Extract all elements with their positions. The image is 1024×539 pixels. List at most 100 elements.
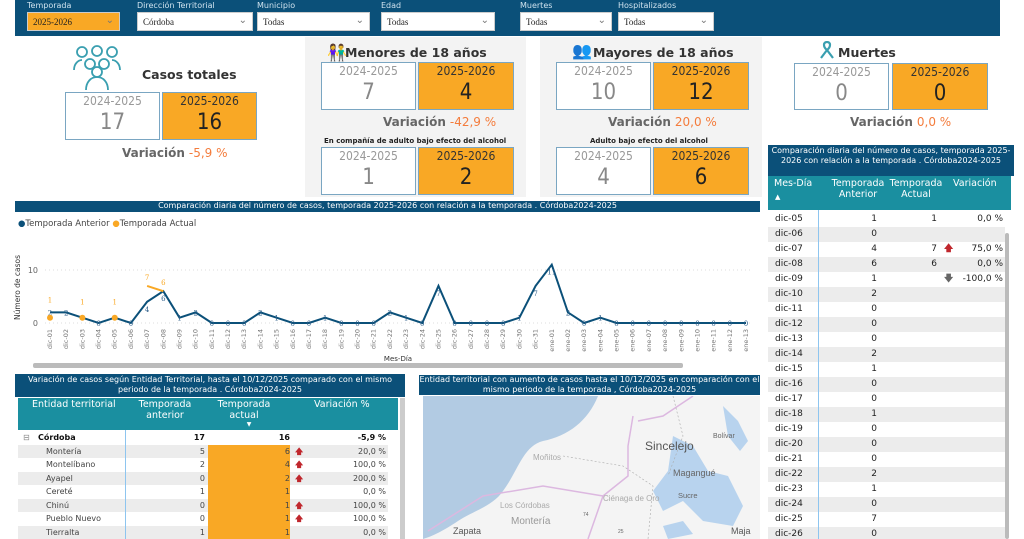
table-row[interactable]: dic-11 0: [768, 302, 1005, 317]
x-tick-label: ene-06: [629, 329, 637, 352]
x-tick-label: ene-01: [548, 329, 556, 352]
table-row[interactable]: Tierralta 1 1 0,0 %: [18, 525, 388, 539]
scrollbar[interactable]: [1005, 233, 1009, 539]
filter-label: Temporada: [27, 1, 72, 10]
header-temporada-anterior[interactable]: Temporada anterior: [138, 399, 192, 421]
data-label: 0: [420, 320, 424, 328]
header-variacion[interactable]: Variación: [953, 178, 997, 189]
header-entidad[interactable]: Entidad territorial: [32, 399, 116, 410]
cell-mes-dia: dic-19: [775, 424, 803, 434]
cell-variacion: 100,0 %: [352, 500, 386, 510]
arrow-down-icon: 🡇: [944, 274, 954, 284]
table-row[interactable]: dic-21 0: [768, 452, 1005, 467]
casos-prev-card: 2024-2025 17: [65, 92, 160, 140]
header-temporada-actual[interactable]: Temporada actual: [217, 399, 271, 421]
muertes-dropdown[interactable]: Todas ⌄: [520, 12, 612, 31]
table-row[interactable]: Cereté 1 1 0,0 %: [18, 485, 388, 499]
hospitalizados-dropdown[interactable]: Todas ⌄: [618, 12, 714, 31]
table-row[interactable]: Chinú 0 1 🡅 100,0 %: [18, 498, 388, 512]
edad-dropdown[interactable]: Todas ⌄: [381, 12, 495, 31]
table-row[interactable]: dic-14 2: [768, 347, 1005, 362]
table-row[interactable]: dic-22 2: [768, 467, 1005, 482]
highlight-bar: [208, 471, 290, 485]
highlight-bar: [208, 525, 290, 539]
table-row[interactable]: Montelíbano 2 4 🡅 100,0 %: [18, 458, 388, 472]
cell-anterior: 0: [871, 439, 877, 449]
data-label: 2: [388, 309, 392, 317]
table-row[interactable]: dic-26 0: [768, 527, 1005, 539]
x-tick-label: ene-13: [742, 329, 750, 352]
data-label: 1: [274, 315, 278, 323]
daily-table-title: Comparación diaria del número de casos, …: [768, 145, 1014, 176]
season-label: 2025-2026: [436, 64, 496, 78]
map-label: Magangué: [673, 468, 716, 478]
table-row[interactable]: dic-06 0: [768, 227, 1005, 242]
table-row[interactable]: ⊟ Córdoba 17 16 -5,9 %: [18, 431, 388, 445]
x-tick-label: dic-22: [386, 329, 394, 349]
collapse-icon[interactable]: ⊟: [23, 433, 30, 442]
table-row[interactable]: dic-13 0: [768, 332, 1005, 347]
table-row[interactable]: dic-07 4 7 🡅 75,0 %: [768, 242, 1005, 257]
cell-entidad: Cereté: [46, 487, 73, 496]
header-temporada-actual[interactable]: Temporada Actual: [889, 178, 943, 200]
daily-table-header: Mes-Día ▲ Temporada Anterior Temporada A…: [768, 176, 1011, 210]
data-label: 0: [485, 320, 489, 328]
cell-anterior: 0: [199, 473, 205, 483]
map-label: Zapata: [453, 526, 481, 536]
data-label: 0: [452, 320, 456, 328]
season-label: 2024-2025: [812, 65, 871, 79]
table-row[interactable]: dic-08 6 6 0,0 %: [768, 257, 1005, 272]
arrow-up-icon: 🡅: [295, 500, 304, 510]
data-label: 0: [226, 320, 230, 328]
x-tick-label: dic-10: [192, 329, 200, 349]
season-label: 2024-2025: [339, 64, 398, 78]
cell-variacion: 200,0 %: [352, 473, 386, 483]
header-temporada-anterior[interactable]: Temporada Anterior: [831, 178, 885, 200]
table-row[interactable]: Ayapel 0 2 🡅 200,0 %: [18, 471, 388, 485]
x-tick-label: dic-12: [224, 329, 232, 349]
municipio-dropdown[interactable]: Todas ⌄: [257, 12, 370, 31]
map[interactable]: Sincelejo Bolívar Moñitos Magangué Sucre…: [423, 396, 760, 539]
muertes-cur-card: 2025-2026 0: [892, 63, 988, 110]
table-row[interactable]: dic-12 0: [768, 317, 1005, 332]
table-row[interactable]: Montería 5 6 🡅 20,0 %: [18, 444, 388, 458]
header-mes-dia[interactable]: Mes-Día: [774, 178, 813, 189]
table-row[interactable]: dic-09 1 🡇 -100,0 %: [768, 272, 1005, 287]
chart-scrollbar[interactable]: [33, 363, 683, 368]
data-label: 1: [177, 315, 181, 323]
highlight-bar: [208, 458, 290, 472]
ribbon-icon: [820, 41, 834, 59]
x-tick-label: ene-05: [613, 329, 621, 352]
variacion-value: 20,0 %: [674, 115, 717, 129]
cell-actual: 1: [931, 214, 937, 224]
casos-variacion: Variación -5,9 %: [122, 146, 228, 160]
table-row[interactable]: Pueblo Nuevo 0 1 🡅 100,0 %: [18, 512, 388, 526]
scrollbar[interactable]: [400, 398, 405, 539]
table-row[interactable]: dic-15 1: [768, 362, 1005, 377]
table-row[interactable]: dic-23 1: [768, 482, 1005, 497]
sort-asc-icon[interactable]: ▲: [775, 193, 781, 201]
table-row[interactable]: dic-05 1 1 0,0 %: [768, 212, 1005, 227]
table-row[interactable]: dic-19 0: [768, 422, 1005, 437]
table-row[interactable]: dic-24 0: [768, 497, 1005, 512]
cell-actual: 6: [284, 446, 290, 456]
table-row[interactable]: dic-20 0: [768, 437, 1005, 452]
table-row[interactable]: dic-16 0: [768, 377, 1005, 392]
x-axis-label: Mes-Día: [384, 355, 412, 363]
table-row[interactable]: dic-18 1: [768, 407, 1005, 422]
table-row[interactable]: dic-25 7: [768, 512, 1005, 527]
arrow-up-icon: 🡅: [295, 460, 304, 469]
sort-desc-icon[interactable]: ▼: [246, 421, 252, 428]
direccion-territorial-dropdown[interactable]: Córdoba ⌄: [137, 12, 253, 31]
data-label: 2: [258, 309, 262, 317]
temporada-dropdown[interactable]: 2025-2026 ⌄: [27, 12, 120, 31]
header-variacion[interactable]: Variación %: [314, 399, 370, 410]
x-tick-label: dic-13: [240, 329, 248, 349]
table-row[interactable]: dic-10 2: [768, 287, 1005, 302]
filter-label: Hospitalizados: [618, 1, 677, 10]
map-label: Moñitos: [533, 453, 561, 462]
arrow-up-icon: 🡅: [295, 473, 304, 483]
table-row[interactable]: dic-17 0: [768, 392, 1005, 407]
menores-sub-prev-card: 2024-2025 1: [321, 147, 416, 195]
data-label: 1: [48, 297, 52, 305]
